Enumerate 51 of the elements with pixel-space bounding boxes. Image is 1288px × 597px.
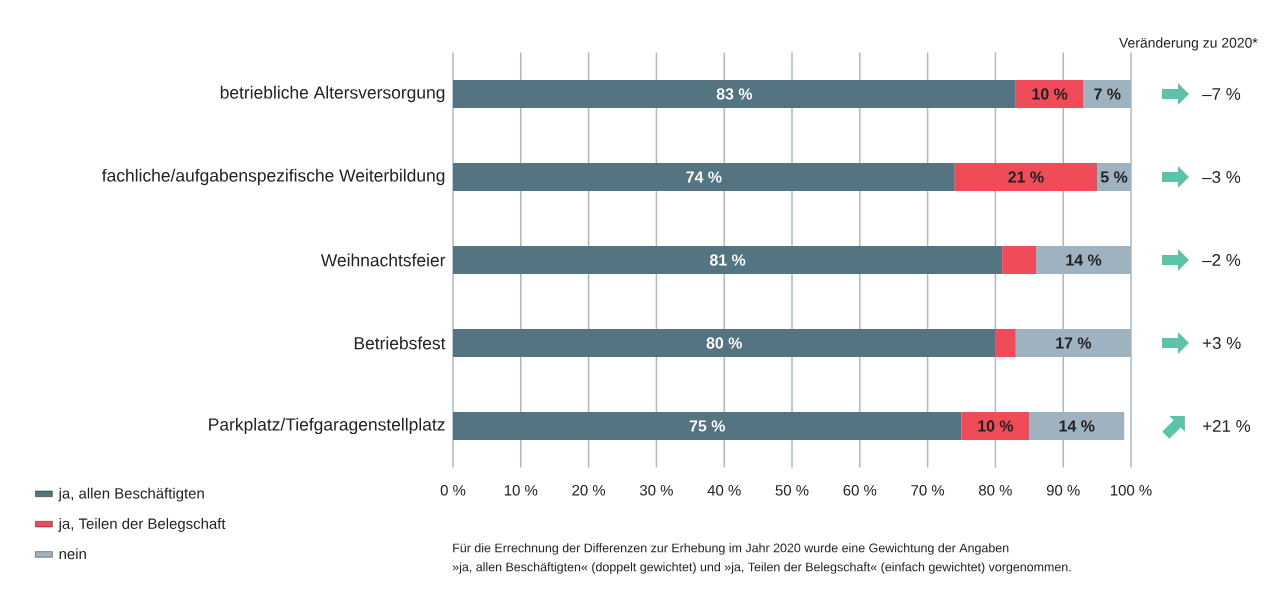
- data-label: 83 %: [716, 88, 753, 100]
- x-tick-label: 90 %: [1046, 485, 1080, 496]
- x-tick-label: 30 %: [639, 485, 673, 496]
- bar: [453, 411, 962, 440]
- data-label: 74 %: [686, 171, 722, 183]
- text: »ja, allen Beschäftigten« (doppelt gewichtet) und »ja, Teilen der Belegschaft« (einfach gewichtet) vorgenommen.: [452, 562, 1071, 574]
- x-tick-label: 0 %: [440, 485, 466, 496]
- text: +3 %: [1203, 336, 1241, 349]
- legend-label: nein: [59, 548, 86, 560]
- x-tick-label: 10 %: [504, 485, 538, 496]
- x-tick-label: 40 %: [707, 485, 741, 496]
- text: Für die Errechnung der Differenzen zur Erhebung im Jahr 2020 wurde eine Gewichtung der Angaben: [453, 543, 1009, 555]
- text: +21 %: [1203, 420, 1251, 432]
- bar: [1015, 80, 1084, 108]
- text: Veränderung zu 2020*: [1119, 37, 1258, 51]
- data-label: 80 %: [706, 337, 742, 349]
- y-tick-label: Parkplatz/Tiefgaragenstellplatz: [209, 417, 445, 435]
- bar: [1029, 411, 1125, 440]
- data-label: 10 %: [978, 420, 1014, 432]
- bar: [961, 411, 1030, 440]
- bar: [995, 328, 1016, 357]
- legend-label: ja, allen Beschäftigten: [58, 487, 204, 502]
- data-label: 14 %: [1059, 420, 1095, 432]
- bar: [453, 162, 955, 191]
- text: –7 %: [1202, 88, 1241, 100]
- data-label: 21 %: [1008, 171, 1044, 183]
- x-tick-label: 100 %: [1110, 485, 1152, 496]
- data-label: 10 %: [1032, 88, 1068, 100]
- bar: [453, 245, 1003, 274]
- y-tick-label: betriebliche Altersversorgung: [220, 85, 445, 103]
- y-tick-label: fachliche/aufgabenspezifische Weiterbildung: [101, 168, 445, 186]
- x-tick-label: 20 %: [572, 485, 606, 496]
- legend-label: ja, Teilen der Belegschaft: [58, 517, 226, 532]
- y-tick-label: Weihnachtsfeier: [320, 253, 446, 267]
- text: –2 %: [1202, 254, 1241, 266]
- data-label: 5 %: [1100, 171, 1128, 183]
- x-tick-label: 70 %: [911, 485, 945, 496]
- data-label: 75 %: [689, 420, 725, 432]
- data-label: 81 %: [709, 254, 746, 266]
- x-tick-label: 50 %: [775, 485, 809, 496]
- data-label: 17 %: [1056, 337, 1092, 349]
- bar: [954, 162, 1098, 191]
- data-label: 7 %: [1094, 88, 1121, 100]
- x-tick-label: 80 %: [979, 485, 1012, 496]
- y-tick-label: Betriebsfest: [354, 336, 446, 350]
- bar: [1002, 245, 1037, 274]
- bar: [453, 328, 996, 357]
- bar: [453, 80, 1016, 108]
- data-label: 14 %: [1066, 254, 1102, 266]
- x-tick-label: 60 %: [843, 485, 877, 496]
- text: –3 %: [1202, 170, 1241, 183]
